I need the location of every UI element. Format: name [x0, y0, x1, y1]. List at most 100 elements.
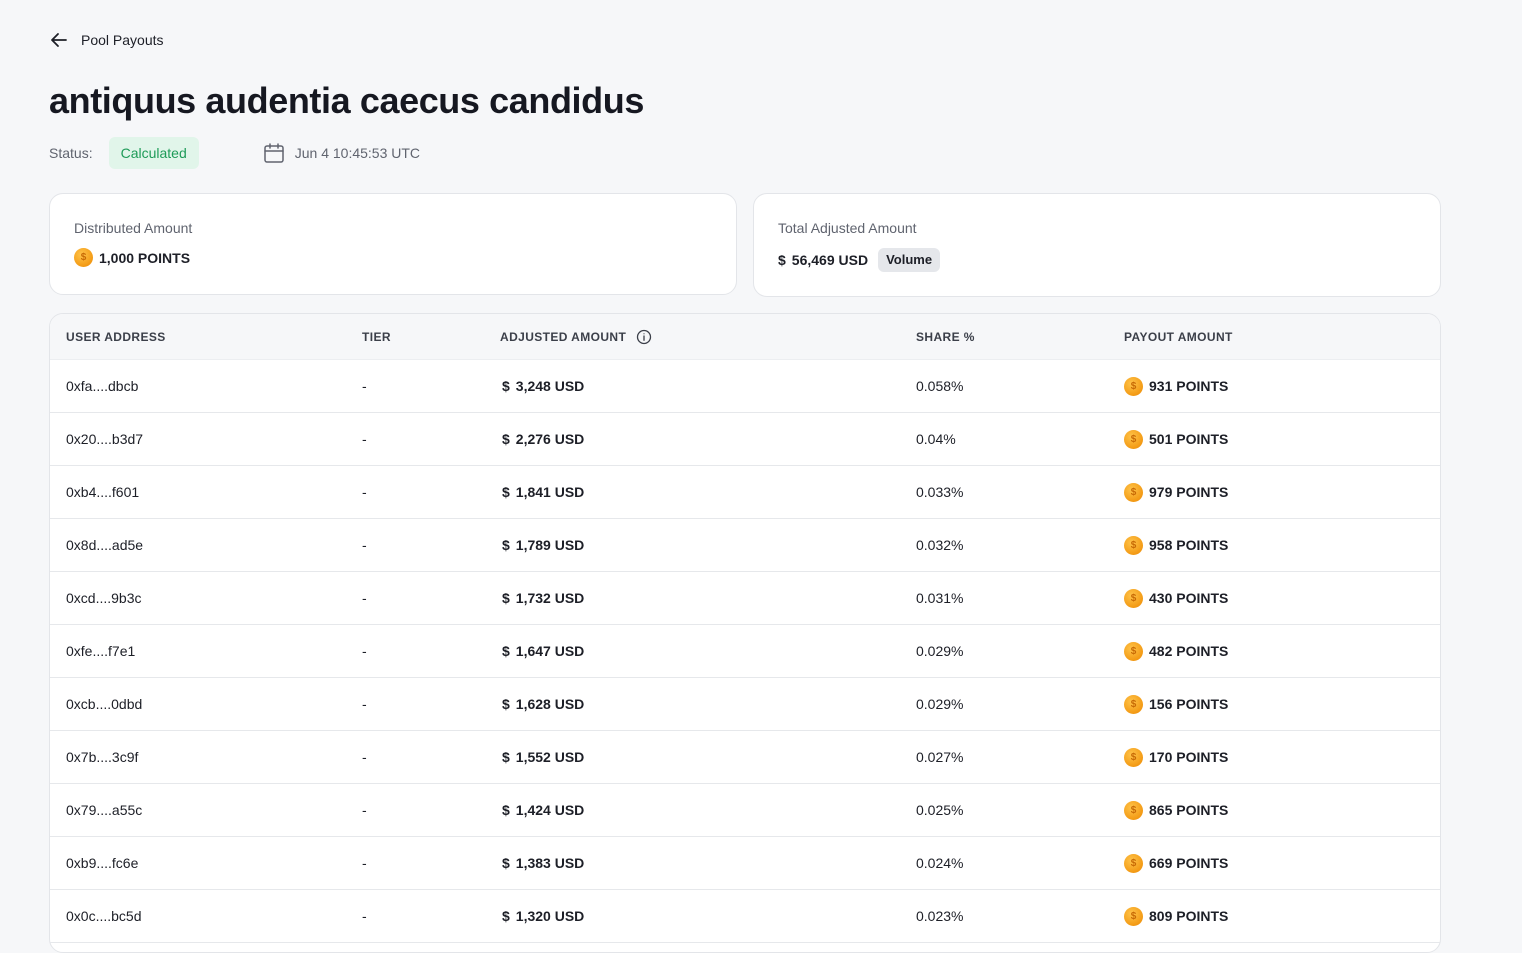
cell-tier: - [362, 484, 367, 500]
cell-adjusted-amount-value: 1,732 USD [515, 590, 585, 606]
coin-icon: $ [1124, 694, 1143, 714]
cell-share: 0.031% [916, 590, 964, 606]
cell-share: 0.04% [916, 431, 956, 447]
cell-user-address: 0xb4....f601 [66, 484, 140, 500]
table-row[interactable]: 0x20....b3d7 - $2,276 USD 0.04% $501 POINTS [50, 413, 1440, 466]
date-stamp: Jun 4 10:45:53 UTC [263, 142, 420, 164]
cell-share: 0.027% [916, 749, 964, 765]
table-row[interactable]: 0xcd....9b3c - $1,732 USD 0.031% $430 POINTS [50, 572, 1440, 625]
back-link-label: Pool Payouts [81, 32, 164, 48]
dollar-icon: $ [502, 855, 510, 871]
cell-adjusted-amount-value: 1,383 USD [515, 855, 585, 871]
cell-adjusted-amount-value: 1,841 USD [515, 484, 585, 500]
cell-payout-amount-value: 170 POINTS [1149, 749, 1229, 765]
cell-payout-amount: $809 POINTS [1108, 906, 1440, 926]
cell-share: 0.029% [916, 696, 964, 712]
total-adjusted-amount-value: 56,469 USD [791, 252, 869, 268]
cell-adjusted-amount: $1,789 USD [484, 537, 900, 553]
coin-icon: $ [74, 248, 93, 267]
cell-user-address: 0xcb....0dbd [66, 696, 143, 712]
cell-user-address: 0xb9....fc6e [66, 855, 139, 871]
table-row[interactable]: 0x0c....bc5d - $1,320 USD 0.023% $809 POINTS [50, 890, 1440, 943]
cell-payout-amount: $482 POINTS [1108, 641, 1440, 661]
cell-adjusted-amount: $1,628 USD [484, 696, 900, 712]
dollar-icon: $ [502, 378, 510, 394]
distributed-amount-card: Distributed Amount $ 1,000 POINTS [49, 193, 737, 295]
cell-tier: - [362, 378, 367, 394]
cell-adjusted-amount: $1,647 USD [484, 643, 900, 659]
cell-payout-amount-value: 669 POINTS [1149, 855, 1229, 871]
table-row[interactable]: 0x7b....3c9f - $1,552 USD 0.027% $170 POINTS [50, 731, 1440, 784]
cell-payout-amount-value: 809 POINTS [1149, 908, 1229, 924]
payouts-table: USER ADDRESS TIER ADJUSTED AMOUNT SHARE … [49, 313, 1441, 953]
cell-adjusted-amount: $1,552 USD [484, 749, 900, 765]
cell-payout-amount-value: 156 POINTS [1149, 696, 1229, 712]
cell-payout-amount-value: 931 POINTS [1149, 378, 1229, 394]
back-link[interactable]: Pool Payouts [49, 30, 164, 50]
table-row[interactable]: 0xb9....fc6e - $1,383 USD 0.024% $669 POINTS [50, 837, 1440, 890]
cell-payout-amount: $669 POINTS [1108, 853, 1440, 873]
table-row[interactable]: 0x79....a55c - $1,424 USD 0.025% $865 POINTS [50, 784, 1440, 837]
dollar-icon: $ [502, 431, 510, 447]
dollar-icon: $ [502, 749, 510, 765]
dollar-icon: $ [778, 252, 786, 268]
cell-user-address: 0x7b....3c9f [66, 749, 139, 765]
cell-payout-amount: $501 POINTS [1108, 429, 1440, 449]
cell-payout-amount-value: 979 POINTS [1149, 484, 1229, 500]
distributed-amount-label: Distributed Amount [74, 220, 193, 236]
cell-payout-amount: $979 POINTS [1108, 482, 1440, 502]
dollar-icon: $ [502, 590, 510, 606]
cell-adjusted-amount: $1,383 USD [484, 855, 900, 871]
cell-adjusted-amount-value: 1,424 USD [515, 802, 585, 818]
cell-share: 0.023% [916, 908, 964, 924]
status-bar: Status: Calculated Jun 4 10:45:53 UTC [49, 137, 420, 169]
cell-payout-amount-value: 430 POINTS [1149, 590, 1229, 606]
status-label: Status: [49, 145, 93, 161]
total-adjusted-amount-label: Total Adjusted Amount [778, 220, 917, 236]
cell-adjusted-amount: $2,276 USD [484, 431, 900, 447]
cell-share: 0.032% [916, 537, 964, 553]
cell-user-address: 0x20....b3d7 [66, 431, 144, 447]
table-body: 0xfa....dbcb - $3,248 USD 0.058% $931 POINTS… [50, 360, 1440, 943]
coin-icon: $ [1124, 747, 1143, 767]
cell-adjusted-amount-value: 1,320 USD [515, 908, 585, 924]
total-adjusted-amount-card: Total Adjusted Amount $ 56,469 USD Volum… [753, 193, 1441, 297]
table-row[interactable]: 0xfa....dbcb - $3,248 USD 0.058% $931 POINTS [50, 360, 1440, 413]
cell-payout-amount: $156 POINTS [1108, 694, 1440, 714]
cell-adjusted-amount-value: 2,276 USD [515, 431, 585, 447]
dollar-icon: $ [502, 696, 510, 712]
cell-tier: - [362, 749, 367, 765]
cell-payout-amount: $931 POINTS [1108, 376, 1440, 396]
cell-share: 0.029% [916, 643, 964, 659]
header-tier: TIER [362, 329, 391, 344]
cell-tier: - [362, 908, 367, 924]
cell-payout-amount: $865 POINTS [1108, 800, 1440, 820]
coin-icon: $ [1124, 906, 1143, 926]
cell-adjusted-amount: $1,732 USD [484, 590, 900, 606]
cell-tier: - [362, 590, 367, 606]
header-payout-amount: PAYOUT AMOUNT [1124, 329, 1233, 344]
header-share: SHARE % [916, 329, 975, 344]
cell-adjusted-amount-value: 1,628 USD [515, 696, 585, 712]
table-header: USER ADDRESS TIER ADJUSTED AMOUNT SHARE … [50, 314, 1440, 360]
info-icon[interactable] [636, 329, 652, 345]
cell-tier: - [362, 643, 367, 659]
coin-icon: $ [1124, 429, 1143, 449]
status-badge: Calculated [108, 137, 199, 169]
cell-adjusted-amount-value: 3,248 USD [515, 378, 585, 394]
cell-adjusted-amount: $1,841 USD [484, 484, 900, 500]
dollar-icon: $ [502, 643, 510, 659]
table-row[interactable]: 0xfe....f7e1 - $1,647 USD 0.029% $482 POINTS [50, 625, 1440, 678]
table-row[interactable]: 0xcb....0dbd - $1,628 USD 0.029% $156 POINTS [50, 678, 1440, 731]
cell-adjusted-amount: $3,248 USD [484, 378, 900, 394]
cell-payout-amount: $170 POINTS [1108, 747, 1440, 767]
table-row[interactable]: 0x8d....ad5e - $1,789 USD 0.032% $958 POINTS [50, 519, 1440, 572]
page-title: antiquus audentia caecus candidus [49, 80, 644, 121]
table-row[interactable]: 0xb4....f601 - $1,841 USD 0.033% $979 POINTS [50, 466, 1440, 519]
cell-adjusted-amount: $1,424 USD [484, 802, 900, 818]
cell-payout-amount-value: 482 POINTS [1149, 643, 1229, 659]
cell-payout-amount-value: 958 POINTS [1149, 537, 1229, 553]
coin-icon: $ [1124, 535, 1143, 555]
cell-payout-amount: $430 POINTS [1108, 588, 1440, 608]
cell-adjusted-amount: $1,320 USD [484, 908, 900, 924]
